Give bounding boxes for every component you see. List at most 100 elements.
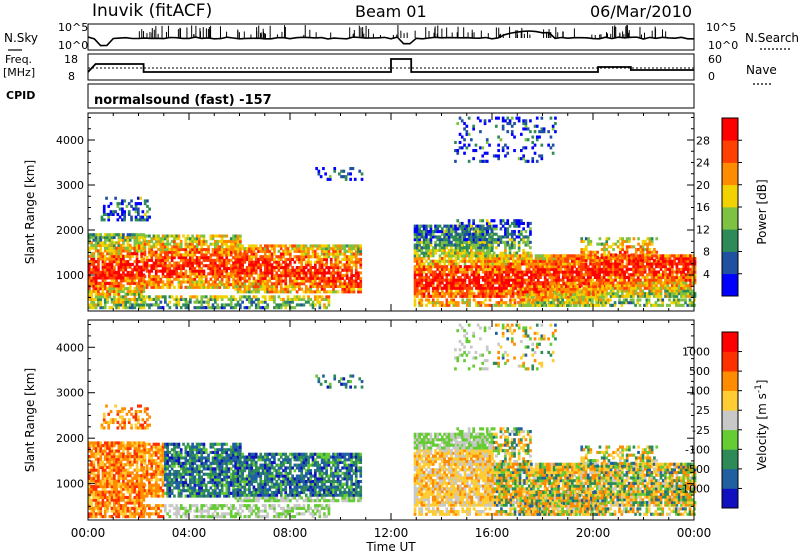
power-cell [289, 279, 292, 283]
power-cell [472, 219, 475, 223]
power-cell [582, 262, 586, 266]
power-cell [143, 248, 147, 252]
power-cell [602, 284, 606, 288]
power-cell [115, 297, 118, 301]
power-cell [279, 282, 283, 286]
power-cell [138, 306, 141, 310]
power-cell [671, 292, 674, 296]
power-cell [521, 254, 524, 258]
power-cell [179, 280, 183, 284]
power-cell [198, 261, 201, 265]
power-cell [164, 245, 167, 249]
power-cell [561, 275, 565, 279]
power-cell [90, 284, 93, 288]
power-cell [693, 275, 697, 279]
power-cell [693, 265, 697, 269]
power-cell [341, 284, 344, 288]
power-cell [124, 300, 128, 304]
power-cell [489, 262, 492, 266]
power-cell [498, 294, 501, 298]
power-cell [618, 267, 622, 271]
power-cell [467, 219, 471, 223]
power-cell [630, 289, 633, 293]
power-cell [225, 283, 229, 287]
power-cell [97, 289, 100, 293]
power-cell [146, 204, 149, 208]
power-cell [470, 294, 474, 298]
power-cell [110, 273, 114, 277]
power-cell [159, 239, 163, 243]
power-cell [532, 262, 536, 266]
power-cell [250, 263, 254, 267]
power-cell [318, 268, 322, 272]
power-cell [493, 257, 497, 261]
power-cell [202, 264, 206, 268]
power-cell [582, 257, 586, 261]
power-cell [686, 267, 690, 271]
power-cell [202, 300, 206, 304]
power-cell [684, 262, 688, 266]
power-cell [189, 300, 192, 304]
power-cell [143, 264, 147, 268]
power-cell [182, 272, 185, 276]
power-cell [543, 254, 547, 258]
power-cell [148, 295, 151, 299]
power-cell [128, 252, 132, 256]
power-cell [343, 274, 347, 278]
power-cell [552, 262, 556, 266]
power-cell [341, 263, 344, 267]
power-cell [470, 227, 473, 231]
power-cell [232, 275, 235, 279]
power-cell [348, 276, 351, 280]
power-cell [447, 281, 451, 285]
power-cell [354, 255, 358, 259]
power-cell [552, 267, 556, 271]
power-cell [126, 238, 130, 242]
power-cell [184, 239, 188, 243]
power-cell [673, 294, 676, 298]
power-cell [671, 284, 674, 288]
power-cell [175, 300, 179, 304]
power-cell [133, 303, 137, 307]
power-cell [652, 267, 656, 271]
power-cell [627, 289, 631, 293]
power-cell [117, 295, 121, 299]
power-cell [481, 248, 485, 252]
power-cell [184, 250, 188, 254]
power-cell [99, 241, 103, 245]
power-cell [602, 294, 606, 298]
power-cell [117, 243, 121, 247]
power-cell [229, 253, 233, 257]
power-cell [566, 275, 570, 279]
power-cell [293, 279, 297, 283]
power-cell [517, 235, 521, 239]
power-cell [293, 276, 297, 280]
power-cell [548, 259, 551, 263]
power-cell [166, 275, 169, 279]
power-cell [516, 259, 520, 263]
power-cell [496, 273, 499, 277]
power-cell [350, 268, 353, 272]
power-cell [90, 257, 93, 261]
power-cell [479, 259, 483, 263]
power-cell [250, 257, 254, 261]
power-cell [279, 247, 283, 251]
power-cell [521, 284, 524, 288]
power-cell [511, 270, 515, 274]
power-cell [336, 276, 340, 280]
power-cell [304, 263, 308, 267]
power-cell [252, 244, 256, 248]
power-cell [429, 240, 433, 244]
power-cell [454, 259, 458, 263]
power-cell [325, 247, 328, 251]
power-cell [509, 292, 513, 296]
power-cell [336, 255, 340, 259]
power-cell [182, 266, 185, 270]
power-cell [109, 202, 113, 206]
power-cell [204, 306, 208, 310]
power-cell [352, 274, 356, 278]
power-cell [227, 283, 231, 287]
power-cell [422, 275, 426, 279]
power-cell [189, 295, 192, 299]
power-cell [108, 292, 112, 296]
